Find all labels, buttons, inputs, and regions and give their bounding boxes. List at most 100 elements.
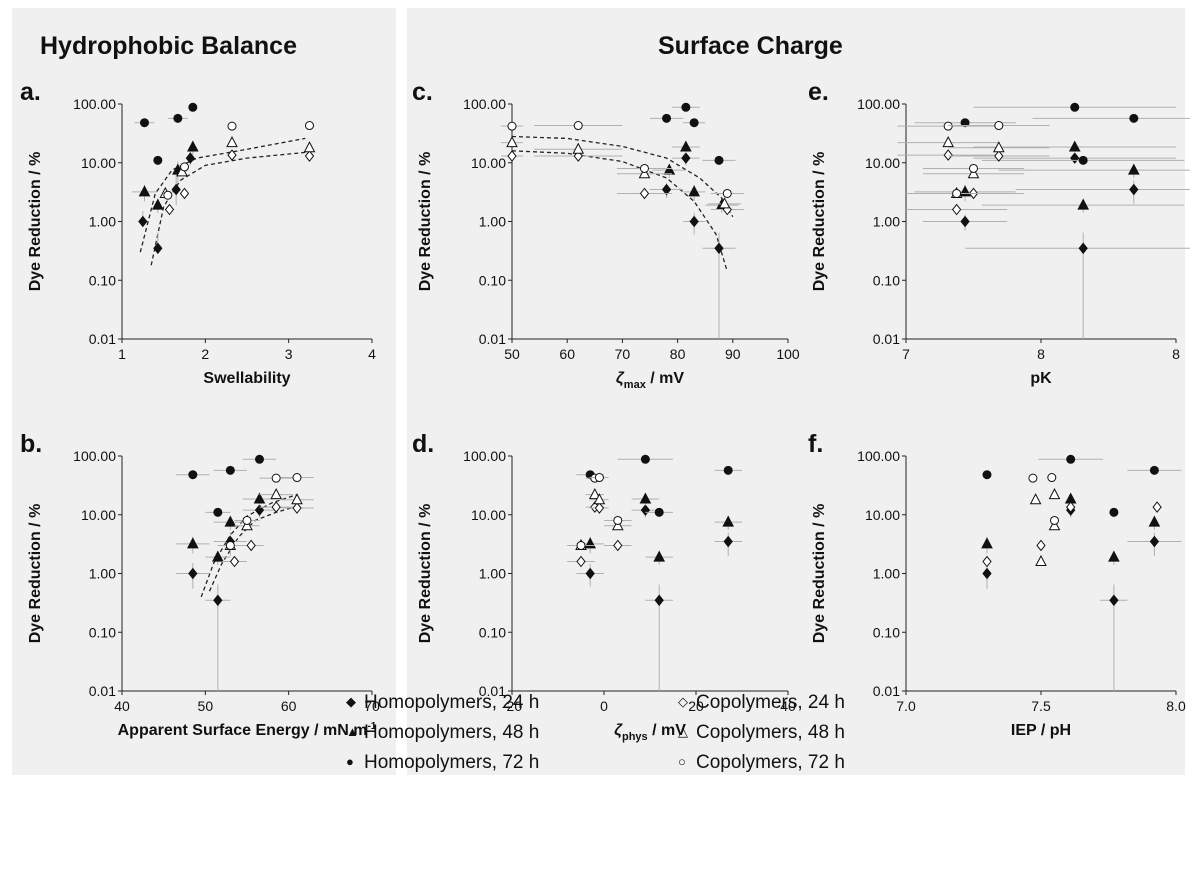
data-point-circle (681, 102, 691, 112)
data-point-triangle (187, 140, 199, 152)
data-point-circle (153, 155, 163, 165)
data-point-diamond (585, 567, 595, 580)
data-point-circle (714, 155, 724, 165)
x-tick-label: 4 (368, 346, 376, 362)
data-point-triangle (212, 550, 224, 562)
y-tick-label: 1.00 (479, 566, 506, 582)
y-tick-label: 0.10 (873, 272, 900, 288)
y-tick-label: 100.00 (857, 448, 900, 464)
data-point-circle (140, 118, 149, 128)
data-point-diamond (179, 187, 190, 200)
data-point-triangle (1035, 554, 1047, 567)
data-point-diamond (1152, 501, 1162, 513)
data-point-diamond (171, 183, 181, 196)
data-point-diamond (185, 152, 195, 164)
trendline (139, 137, 306, 253)
data-point-triangle (224, 515, 237, 527)
data-point-triangle (303, 141, 316, 153)
data-point-triangle (942, 136, 955, 148)
data-point-diamond (254, 504, 265, 516)
x-tick-label: 100 (776, 346, 800, 362)
data-point-triangle (152, 198, 164, 210)
data-point-triangle (981, 537, 993, 549)
x-tick-label: 8.0 (1166, 698, 1186, 714)
data-point-triangle (1068, 140, 1081, 152)
chart-panel-d: d. 100.00 10.00 1.00 0.10 0.01-20 0 20 40 Dye Red… (412, 430, 796, 743)
data-point-circle (662, 113, 672, 123)
data-point-diamond (639, 187, 650, 200)
chart-panel-f: f. 100.00 10.00 1.00 0.10 0.017.0 7.5 8.0 Dye Re… (808, 430, 1186, 739)
data-point-diamond (594, 502, 605, 514)
trendline (511, 135, 734, 218)
data-point-triangle (680, 140, 692, 152)
x-axis-label: IEP / pH (1011, 722, 1071, 739)
data-point-triangle (1048, 488, 1061, 500)
y-axis-label: Dye Reduction / % (27, 504, 44, 644)
data-point-diamond (982, 555, 992, 568)
x-tick-label: 70 (615, 346, 631, 362)
panel-letter: a. (20, 78, 41, 106)
data-point-triangle (584, 537, 597, 549)
y-tick-label: 0.10 (479, 624, 506, 640)
data-point-circle (188, 102, 198, 112)
data-point-triangle (1108, 550, 1120, 562)
filled-triangle-icon: ▲ (346, 724, 359, 739)
data-point-triangle (638, 167, 651, 179)
y-tick-label: 0.10 (89, 624, 116, 640)
x-tick-label: 80 (670, 346, 686, 362)
chart-panel-a: a. 100.00 10.00 1.00 0.10 0.011 2 3 4 Dye Reducti… (20, 78, 376, 387)
data-point-triangle (663, 163, 676, 175)
data-point-circle (1129, 113, 1139, 123)
legend-label: Copolymers, 72 h (696, 752, 845, 773)
data-point-circle (180, 162, 189, 172)
y-tick-label: 10.00 (81, 507, 116, 523)
data-point-circle (1070, 102, 1080, 112)
data-point-diamond (1070, 152, 1080, 164)
data-point-triangle (187, 537, 199, 549)
data-point-circle (1109, 507, 1119, 517)
data-point-circle (163, 190, 173, 200)
data-point-triangle (1127, 163, 1140, 175)
open-circle-icon: ○ (678, 754, 686, 769)
data-point-triangle (253, 492, 266, 504)
data-point-diamond (613, 539, 623, 552)
data-point-circle (594, 473, 604, 483)
legend-item-homopolymers-24h: ◆ Homopolymers, 24 h (346, 692, 539, 714)
data-point-triangle (138, 185, 151, 197)
data-point-circle (576, 540, 586, 550)
data-point-circle (1050, 515, 1059, 525)
y-tick-label: 1.00 (479, 214, 506, 230)
y-tick-label: 0.10 (873, 624, 900, 640)
panel-letter: f. (808, 430, 823, 458)
data-point-diamond (576, 555, 586, 568)
legend-item-copolymers-24h: ◇ Copolymers, 24 h (678, 692, 845, 714)
y-tick-label: 100.00 (73, 448, 116, 464)
data-point-diamond (960, 215, 970, 228)
data-point-diamond (292, 502, 302, 514)
y-tick-label: 10.00 (471, 155, 506, 171)
filled-circle-icon: ● (346, 754, 354, 769)
data-point-circle (1066, 454, 1076, 464)
legend-label: Homopolymers, 72 h (364, 752, 540, 773)
data-point-triangle (291, 493, 303, 505)
data-point-diamond (654, 594, 664, 607)
data-point-circle (213, 507, 223, 517)
y-tick-label: 10.00 (81, 155, 116, 171)
y-tick-label: 100.00 (463, 96, 506, 112)
data-point-triangle (639, 492, 652, 504)
y-axis-label: Dye Reduction / % (27, 152, 44, 292)
data-point-triangle (572, 142, 585, 154)
data-point-diamond (982, 567, 992, 580)
trendline (511, 150, 728, 272)
x-tick-label: 40 (780, 698, 796, 714)
y-tick-label: 0.01 (873, 331, 900, 347)
data-point-circle (173, 113, 183, 123)
legend-label: Homopolymers, 24 h (364, 692, 540, 713)
x-tick-label: 0 (600, 698, 608, 714)
surface-charge-section-background (407, 8, 1185, 775)
legend-item-copolymers-72h: ○ Copolymers, 72 h (678, 752, 845, 774)
data-point-circle (188, 470, 198, 480)
x-tick-label: 60 (559, 346, 575, 362)
data-point-circle (639, 163, 649, 173)
